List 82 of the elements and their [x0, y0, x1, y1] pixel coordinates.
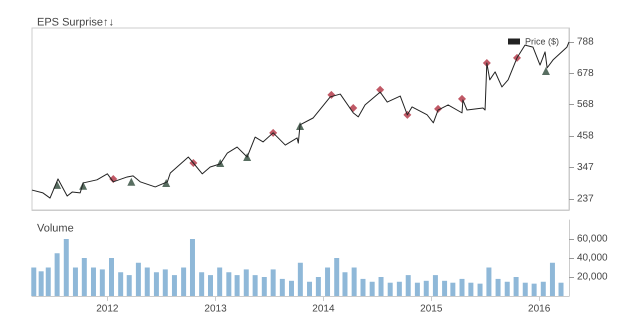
bar [442, 280, 448, 296]
bar [234, 275, 240, 296]
bar [325, 268, 330, 296]
bar [64, 239, 69, 296]
point [542, 67, 550, 76]
bar [144, 268, 150, 296]
bar [154, 272, 159, 296]
y-tick-label: 568 [577, 99, 594, 110]
y-tick-label: 60,000 [577, 234, 608, 244]
bar [478, 284, 483, 296]
bar [252, 275, 258, 296]
legend-label: Price ($) [524, 36, 560, 46]
bar [460, 278, 465, 296]
x-tick-label: 2016 [528, 304, 551, 314]
bar [414, 282, 420, 296]
bar [532, 284, 537, 296]
bar [244, 269, 249, 296]
bar [109, 258, 114, 296]
y-tick-label: 458 [577, 130, 594, 142]
bar [190, 239, 195, 296]
bar [136, 262, 141, 296]
bar [226, 272, 232, 296]
point [458, 94, 466, 103]
bar [288, 280, 294, 296]
bar [550, 262, 555, 296]
bar [280, 278, 285, 296]
bar [316, 277, 321, 296]
bar [468, 282, 474, 296]
bar [360, 278, 366, 296]
y-tick-label: 20,000 [577, 272, 608, 282]
bar [208, 275, 214, 296]
bar [262, 277, 267, 296]
bar [406, 275, 411, 296]
bar [270, 269, 276, 296]
y-tick-label: 788 [577, 36, 594, 48]
bar [126, 275, 132, 296]
bar [424, 280, 429, 296]
bar [72, 268, 78, 296]
bar [496, 278, 501, 296]
x-tick-label: 2015 [420, 304, 443, 314]
y-tick-label: 347 [577, 162, 594, 174]
bar [298, 262, 303, 296]
bar [31, 268, 36, 296]
bar [486, 268, 492, 296]
chart-title: Volume [37, 222, 74, 234]
bar [540, 282, 546, 296]
x-tick-label: 2013 [204, 304, 228, 314]
bar [54, 253, 60, 296]
bar [352, 268, 357, 296]
bar [46, 268, 51, 296]
bar [514, 277, 519, 296]
bar [100, 269, 105, 296]
bar [90, 268, 96, 296]
bar [558, 282, 564, 296]
chart-title: EPS Surprise↑↓ [37, 16, 114, 28]
bar [199, 272, 204, 296]
bar [432, 275, 438, 296]
bar [396, 282, 402, 296]
y-tick-label: 237 [577, 193, 594, 204]
x-tick-label: 2012 [96, 304, 119, 314]
point [376, 86, 384, 94]
bar [334, 258, 340, 296]
bar [522, 282, 528, 296]
bar [118, 272, 124, 296]
x-tick-label: 2014 [312, 304, 335, 314]
bar [504, 282, 510, 296]
bar [307, 282, 312, 296]
bar [370, 282, 375, 296]
bar [162, 269, 168, 296]
bar [172, 275, 177, 296]
bar [388, 282, 393, 296]
bar [181, 268, 186, 296]
bar [82, 258, 87, 296]
point [349, 104, 358, 112]
bar [450, 282, 456, 296]
bar [378, 277, 384, 296]
bar [38, 271, 44, 296]
point [127, 178, 136, 186]
bar [217, 268, 222, 296]
y-tick-label: 678 [577, 68, 594, 79]
bar [342, 272, 348, 296]
y-tick-label: 40,000 [577, 252, 608, 264]
